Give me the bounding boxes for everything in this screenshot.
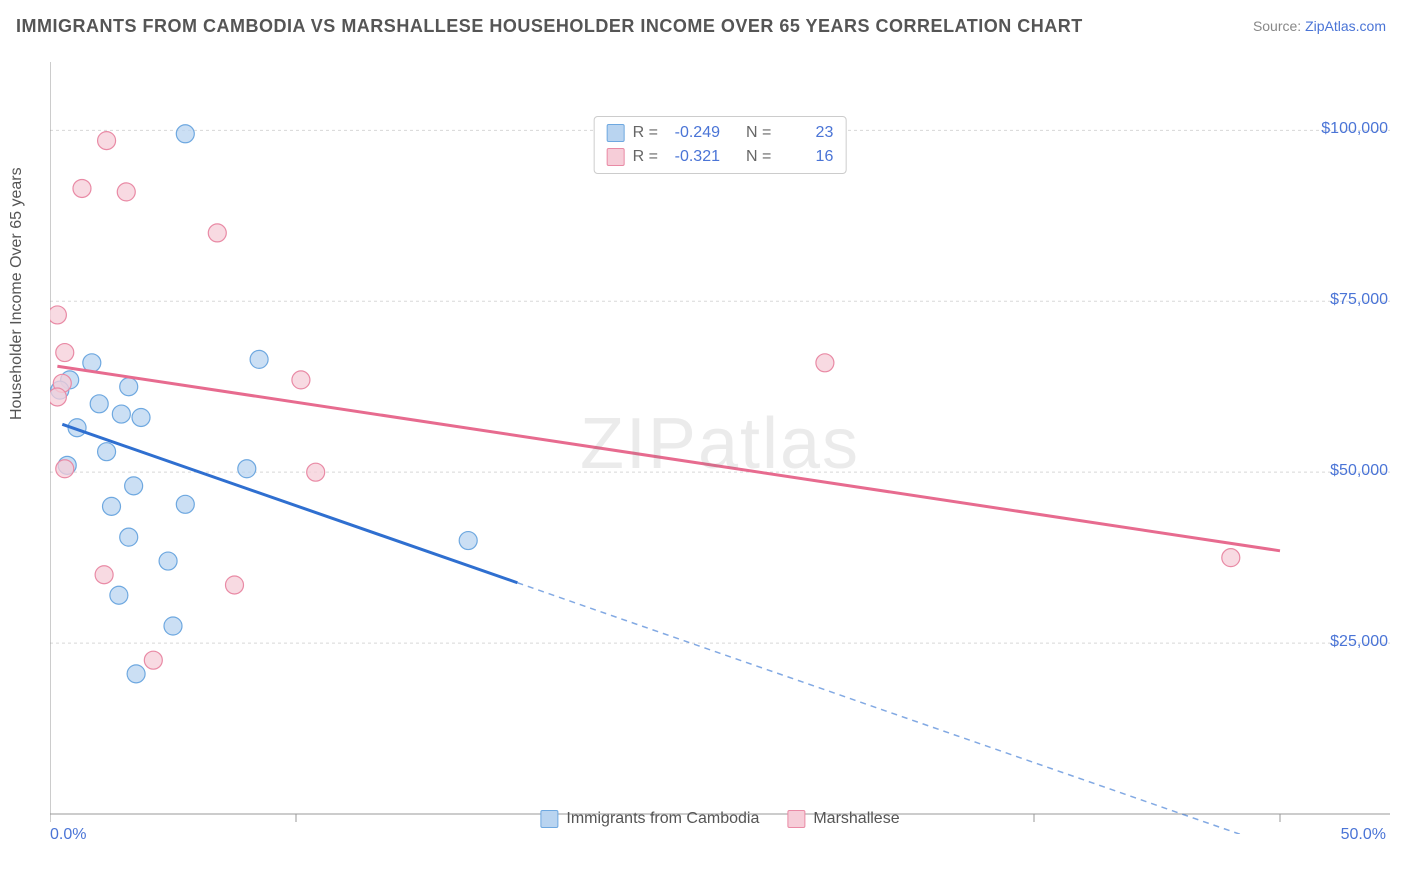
swatch-series-0 — [607, 124, 625, 142]
source-attribution: Source: ZipAtlas.com — [1253, 18, 1386, 34]
r-label: R = — [633, 148, 658, 166]
legend-row-series-0: R = -0.249 N = 23 — [607, 121, 834, 145]
legend-item-0: Immigrants from Cambodia — [540, 810, 759, 828]
swatch-series-1 — [607, 148, 625, 166]
y-tick-label: $100,000 — [1321, 120, 1388, 138]
legend-item-1: Marshallese — [787, 810, 899, 828]
swatch-bottom-1 — [787, 810, 805, 828]
n-label: N = — [746, 124, 771, 142]
y-tick-label: $25,000 — [1330, 633, 1388, 651]
y-tick-label: $50,000 — [1330, 462, 1388, 480]
source-link[interactable]: ZipAtlas.com — [1305, 18, 1386, 34]
source-label: Source: — [1253, 18, 1305, 34]
legend-label-0: Immigrants from Cambodia — [566, 810, 759, 828]
n-value-1: 16 — [779, 148, 833, 166]
legend-row-series-1: R = -0.321 N = 16 — [607, 145, 834, 169]
legend-series: Immigrants from Cambodia Marshallese — [540, 810, 899, 828]
r-value-0: -0.249 — [666, 124, 720, 142]
chart-area: ZIPatlas R = -0.249 N = 23 R = -0.321 N … — [50, 54, 1390, 834]
y-axis-label: Householder Income Over 65 years — [8, 167, 26, 420]
chart-title: IMMIGRANTS FROM CAMBODIA VS MARSHALLESE … — [16, 16, 1083, 37]
y-tick-label: $75,000 — [1330, 291, 1388, 309]
legend-label-1: Marshallese — [813, 810, 899, 828]
n-label: N = — [746, 148, 771, 166]
legend-correlation: R = -0.249 N = 23 R = -0.321 N = 16 — [594, 116, 847, 174]
n-value-0: 23 — [779, 124, 833, 142]
x-tick-label-min: 0.0% — [50, 826, 86, 844]
r-value-1: -0.321 — [666, 148, 720, 166]
r-label: R = — [633, 124, 658, 142]
swatch-bottom-0 — [540, 810, 558, 828]
x-tick-label-max: 50.0% — [1341, 826, 1386, 844]
